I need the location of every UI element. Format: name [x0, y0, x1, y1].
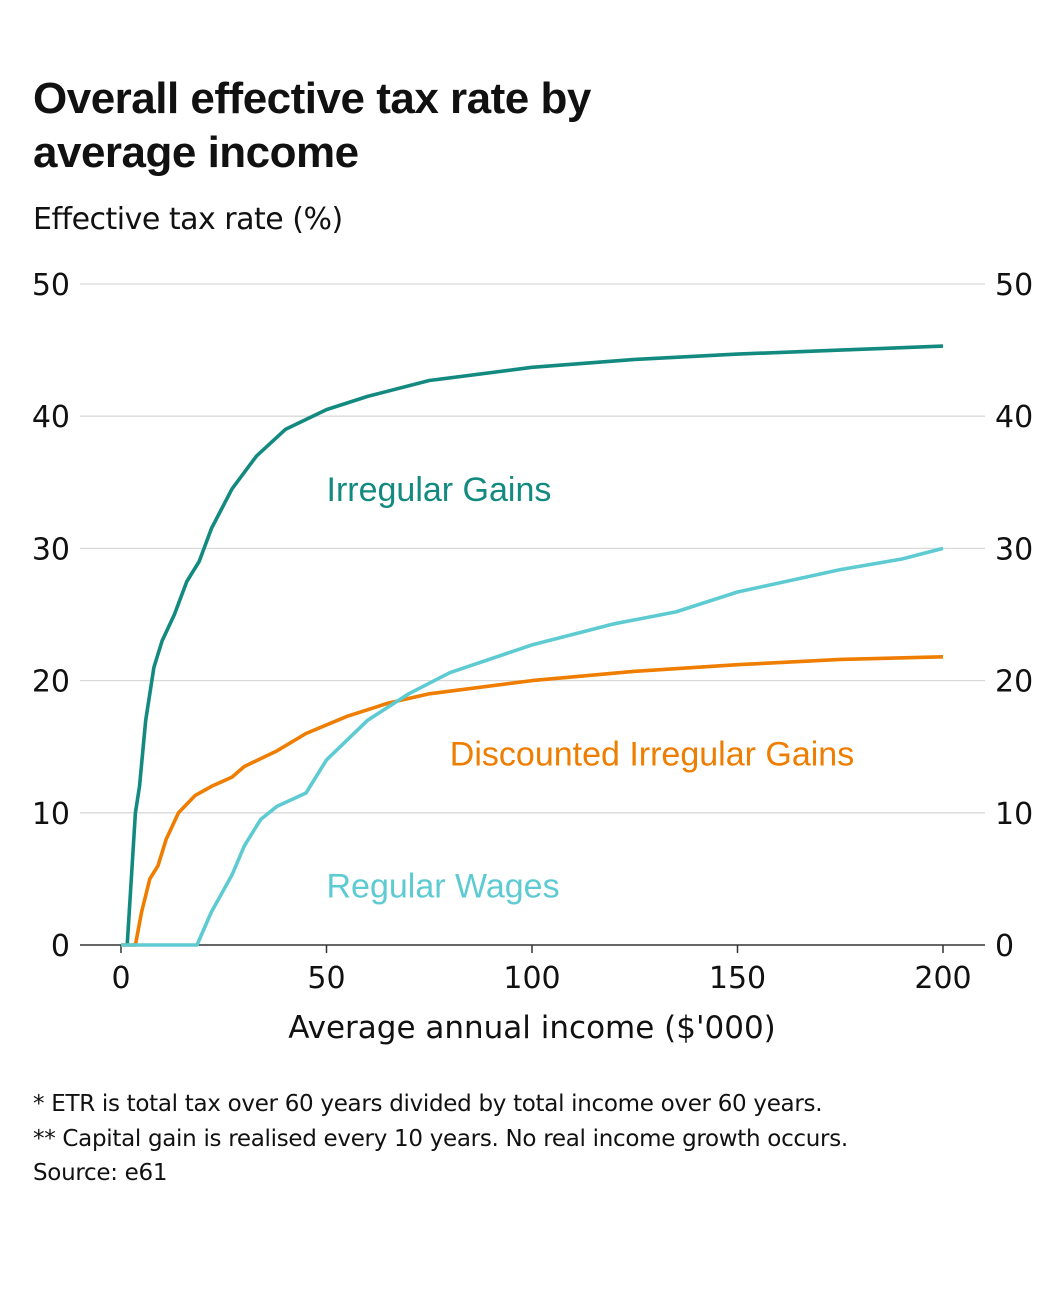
- series-label-irregular-gains: Irregular Gains: [327, 471, 552, 509]
- y-tick-label-left: 50: [32, 268, 70, 303]
- axes: 0 0 10 10 20 20 30 30 40 40 50 50 0 50 100 150 200: [32, 268, 1033, 996]
- series-line-regular-wages: [121, 546, 944, 947]
- y-tick-label-left: 10: [32, 797, 70, 832]
- y-tick-label-right: 20: [995, 665, 1033, 700]
- x-tick-label: 50: [307, 961, 345, 996]
- x-tick-label: 100: [503, 961, 560, 996]
- x-tick-label: 200: [914, 961, 971, 996]
- x-tick-label: 0: [111, 961, 130, 996]
- series-line-discounted-irregular-gains: [121, 655, 944, 947]
- series-lines: [121, 344, 944, 947]
- y-tick-label-left: 40: [32, 400, 70, 435]
- gridlines: [80, 283, 985, 814]
- series-label-regular-wages: Regular Wages: [327, 868, 560, 906]
- x-axis-label: Average annual income ($'000): [288, 1010, 776, 1046]
- y-axis-title: Effective tax rate (%): [33, 202, 343, 237]
- y-tick-label-right: 50: [995, 268, 1033, 303]
- chart-title: Overall effective tax rate by average in…: [33, 74, 591, 177]
- y-tick-label-left: 0: [51, 929, 70, 964]
- source-note: Source: e61: [33, 1160, 168, 1186]
- line-chart: 0 0 10 10 20 20 30 30 40 40 50 50 0 50 100 150 200 Irreg…: [32, 268, 1033, 1046]
- y-tick-label-right: 10: [995, 797, 1033, 832]
- y-tick-label-left: 20: [32, 665, 70, 700]
- y-tick-label-right: 0: [995, 929, 1014, 964]
- series-labels: Irregular Gains Discounted Irregular Gain…: [327, 471, 855, 906]
- series-label-discounted-irregular-gains: Discounted Irregular Gains: [450, 735, 854, 773]
- x-tick-label: 150: [709, 961, 766, 996]
- footnotes: * ETR is total tax over 60 years divided…: [33, 1087, 933, 1191]
- footnote-capital-gain: ** Capital gain is realised every 10 yea…: [33, 1125, 848, 1152]
- y-tick-label-right: 30: [995, 532, 1033, 567]
- y-tick-label-right: 40: [995, 400, 1033, 435]
- series-line-irregular-gains: [125, 344, 944, 946]
- y-tick-label-left: 30: [32, 532, 70, 567]
- footnote-etr: * ETR is total tax over 60 years divided…: [33, 1091, 823, 1117]
